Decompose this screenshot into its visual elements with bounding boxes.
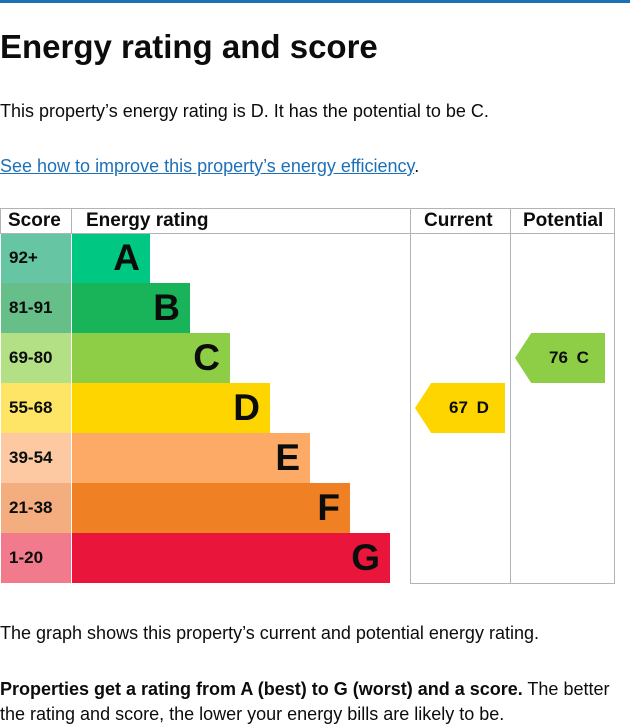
rating-bar-f: F	[72, 483, 350, 533]
link-suffix: .	[414, 156, 420, 176]
rating-explainer: Properties get a rating from A (best) to…	[0, 677, 630, 727]
rating-summary: This property’s energy rating is D. It h…	[0, 101, 489, 121]
rating-bar-d: D	[72, 383, 270, 433]
current-header: Current	[424, 210, 493, 231]
graph-caption: The graph shows this property’s current …	[0, 623, 539, 643]
grid-line	[71, 208, 72, 233]
energy-rating-header: Energy rating	[86, 210, 209, 231]
score-header: Score	[8, 210, 61, 231]
page-title: Energy rating and score	[0, 28, 378, 65]
improve-paragraph: See how to improve this property’s energ…	[0, 154, 419, 178]
score-cell: 21-38	[1, 483, 71, 533]
grid-line	[510, 208, 511, 584]
current-rating-arrow: 67 D	[415, 383, 505, 433]
grid-line	[410, 583, 615, 584]
grid-line	[0, 233, 615, 234]
score-cell: 69-80	[1, 333, 71, 383]
score-cell: 39-54	[1, 433, 71, 483]
rating-bar-b: B	[72, 283, 190, 333]
score-cell: 1-20	[1, 533, 71, 583]
rating-bar-a: A	[72, 233, 150, 283]
score-cell: 55-68	[1, 383, 71, 433]
energy-rating-graph: Score Energy rating Current Potential 92…	[0, 208, 616, 584]
grid-line	[614, 208, 615, 584]
rating-bar-g: G	[72, 533, 390, 583]
grid-line	[410, 208, 411, 584]
potential-rating-arrow: 76 C	[515, 333, 605, 383]
rating-explainer-bold: Properties get a rating from A (best) to…	[0, 679, 523, 699]
top-border	[0, 0, 630, 3]
improve-efficiency-link[interactable]: See how to improve this property’s energ…	[0, 156, 415, 176]
score-cell: 81-91	[1, 283, 71, 333]
score-cell: 92+	[1, 233, 71, 283]
rating-bar-e: E	[72, 433, 310, 483]
grid-line	[0, 208, 615, 209]
potential-header: Potential	[523, 210, 604, 231]
rating-explainer-rest: The better the rating and score, the low…	[0, 679, 610, 724]
rating-bar-c: C	[72, 333, 230, 383]
grid-line	[0, 208, 1, 233]
